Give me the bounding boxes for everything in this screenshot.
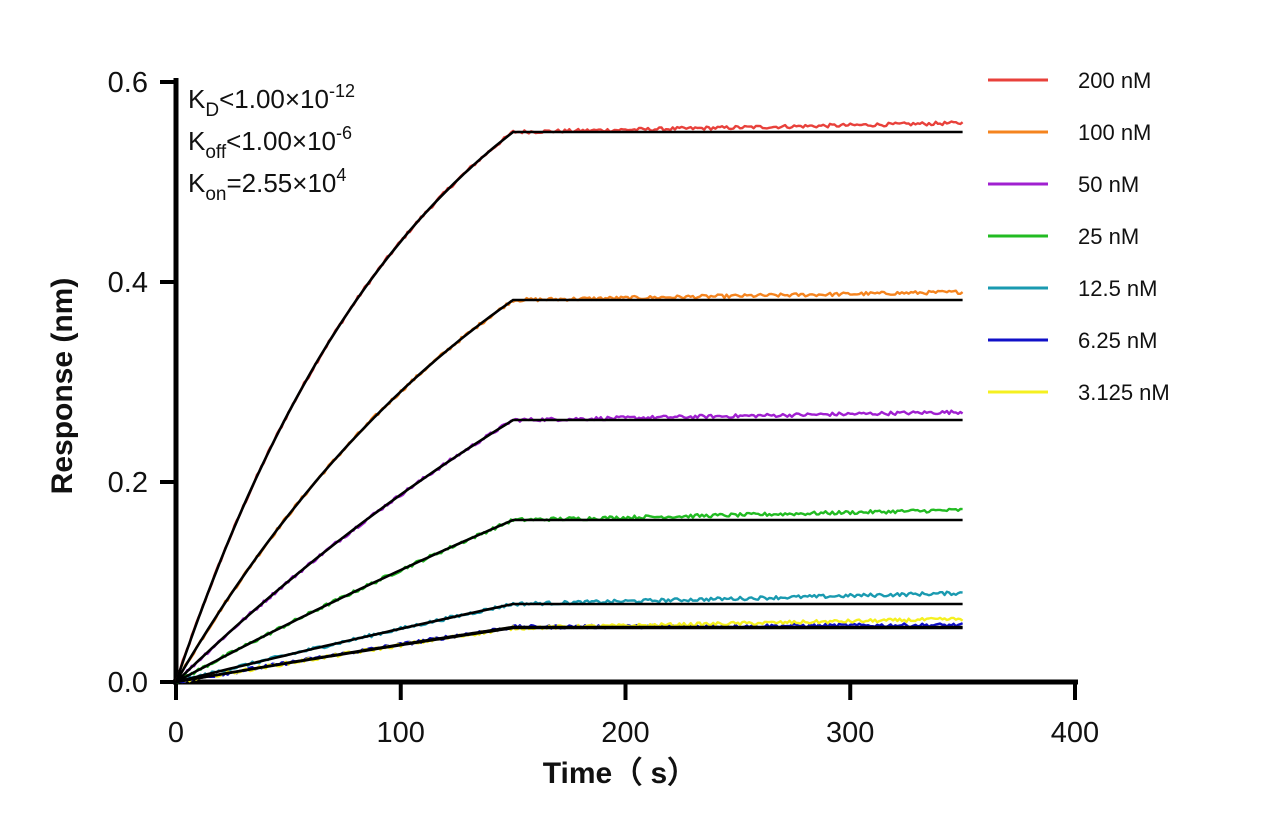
kd-annotation: KD<1.00×10-12 — [188, 81, 355, 121]
x-tick-label: 200 — [601, 717, 649, 749]
y-tick-label: 0.0 — [108, 667, 148, 699]
fit-curve — [175, 518, 963, 684]
fit-lines — [174, 130, 963, 684]
legend-label: 12.5 nM — [1078, 276, 1158, 301]
x-ticks: 0 100 200 300 400 — [168, 682, 1099, 749]
legend-label: 6.25 nM — [1078, 328, 1158, 353]
x-tick-label: 400 — [1051, 717, 1099, 749]
legend-label: 200 nM — [1078, 68, 1151, 93]
y-axis-title: Response (nm) — [46, 278, 79, 495]
x-axis-title: Time（ s） — [543, 756, 698, 790]
y-tick-label: 0.6 — [108, 67, 148, 99]
koff-annotation: Koff<1.00×10-6 — [188, 123, 352, 163]
kon-annotation: Kon=2.55×104 — [188, 165, 346, 205]
legend-label: 50 nM — [1078, 172, 1139, 197]
fit-curve — [175, 602, 963, 684]
y-tick-label: 0.4 — [108, 267, 148, 299]
y-tick-label: 0.2 — [108, 467, 148, 499]
series-line — [175, 409, 964, 684]
x-tick-label: 100 — [377, 717, 425, 749]
legend: 200 nM 100 nM 50 nM 25 nM 12.5 nM 6.25 nM 3.12… — [988, 68, 1170, 405]
x-tick-label: 300 — [826, 717, 874, 749]
x-tick-label: 0 — [168, 717, 184, 749]
fit-curve — [174, 298, 963, 683]
kinetic-constants: KD<1.00×10-12 Koff<1.00×10-6 Kon=2.55×10… — [188, 81, 355, 205]
fit-curve — [175, 626, 963, 684]
legend-label: 25 nM — [1078, 224, 1139, 249]
fit-curve — [174, 130, 963, 683]
legend-label: 3.125 nM — [1078, 380, 1170, 405]
fit-curve — [175, 418, 963, 683]
legend-label: 100 nM — [1078, 120, 1151, 145]
y-ticks: 0.0 0.2 0.4 0.6 — [108, 67, 176, 699]
